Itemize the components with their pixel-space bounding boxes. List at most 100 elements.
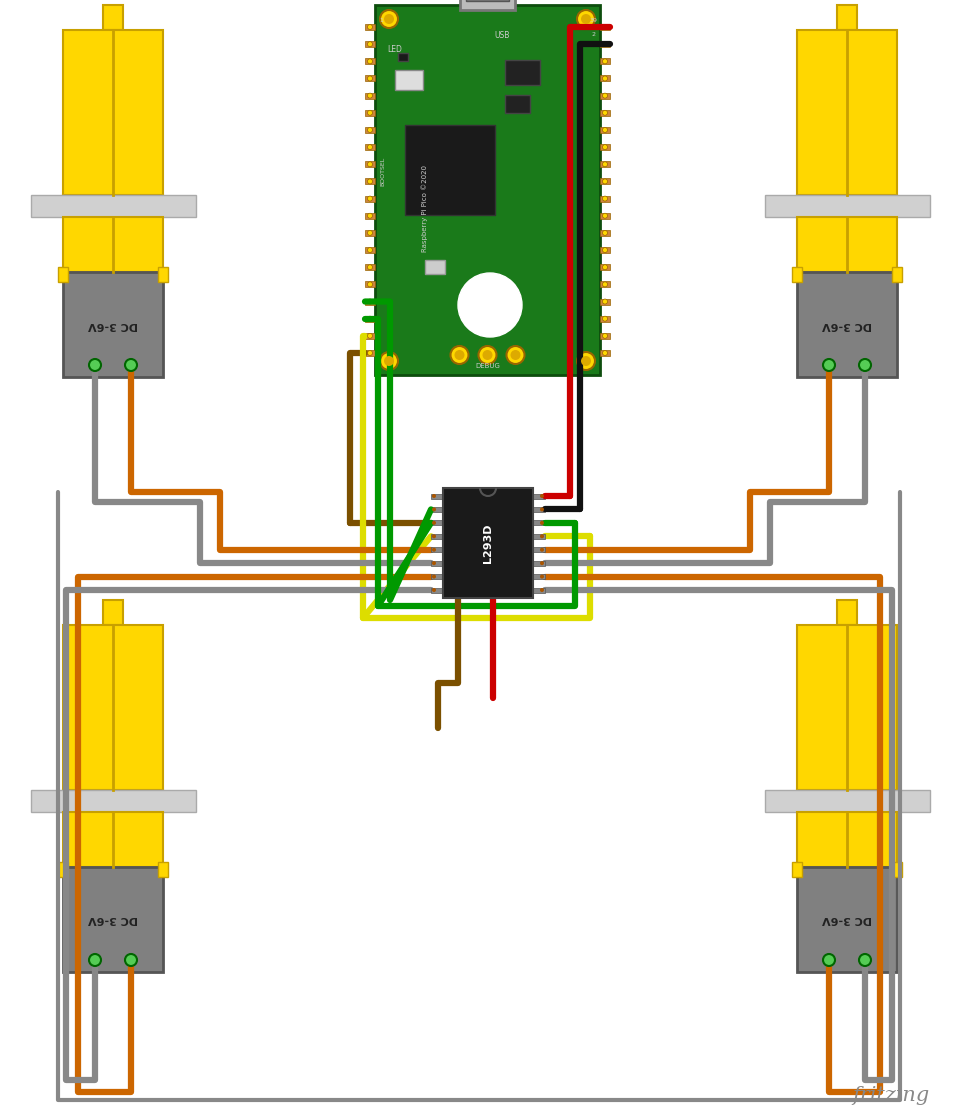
Circle shape bbox=[368, 110, 372, 115]
Bar bbox=[533, 548, 545, 552]
Bar bbox=[63, 217, 163, 272]
Bar bbox=[600, 349, 610, 356]
Bar bbox=[460, 0, 515, 10]
Bar bbox=[431, 494, 443, 498]
Circle shape bbox=[603, 231, 608, 235]
Circle shape bbox=[368, 248, 372, 252]
Circle shape bbox=[368, 351, 372, 355]
Circle shape bbox=[89, 360, 101, 371]
Circle shape bbox=[603, 128, 608, 132]
Bar bbox=[600, 41, 610, 47]
Circle shape bbox=[603, 93, 608, 99]
Bar bbox=[431, 561, 443, 566]
Bar bbox=[533, 575, 545, 579]
Circle shape bbox=[540, 507, 544, 512]
Bar bbox=[764, 195, 929, 217]
Text: fritzing: fritzing bbox=[852, 1086, 930, 1105]
Bar bbox=[365, 333, 375, 339]
Bar bbox=[600, 230, 610, 236]
Text: 🫐: 🫐 bbox=[480, 289, 500, 321]
Circle shape bbox=[603, 144, 608, 150]
Text: USB: USB bbox=[494, 30, 510, 39]
Circle shape bbox=[823, 360, 835, 371]
Bar bbox=[533, 521, 545, 525]
Bar bbox=[405, 125, 495, 215]
Circle shape bbox=[540, 521, 544, 525]
Circle shape bbox=[540, 534, 544, 539]
Bar bbox=[600, 93, 610, 99]
Bar bbox=[797, 272, 897, 377]
Bar bbox=[365, 281, 375, 288]
Text: L293D: L293D bbox=[483, 523, 493, 562]
Circle shape bbox=[540, 561, 544, 566]
Circle shape bbox=[125, 954, 137, 965]
Circle shape bbox=[368, 316, 372, 321]
Bar bbox=[431, 588, 443, 592]
Circle shape bbox=[577, 10, 595, 28]
Bar bbox=[365, 161, 375, 167]
Bar bbox=[365, 248, 375, 253]
Bar bbox=[797, 790, 897, 812]
Text: 39: 39 bbox=[590, 19, 598, 24]
Circle shape bbox=[603, 179, 608, 184]
Circle shape bbox=[368, 334, 372, 338]
Circle shape bbox=[603, 76, 608, 81]
Bar bbox=[365, 264, 375, 270]
Circle shape bbox=[603, 299, 608, 304]
Circle shape bbox=[540, 575, 544, 579]
Text: Raspberry Pi Pico ©2020: Raspberry Pi Pico ©2020 bbox=[421, 165, 428, 252]
Bar bbox=[365, 75, 375, 82]
Bar bbox=[792, 267, 802, 282]
Bar bbox=[431, 575, 443, 579]
Bar bbox=[63, 195, 163, 217]
Bar bbox=[375, 4, 600, 375]
Bar bbox=[600, 213, 610, 218]
Circle shape bbox=[603, 59, 608, 64]
Circle shape bbox=[458, 273, 522, 337]
Bar bbox=[837, 4, 857, 30]
Circle shape bbox=[380, 10, 398, 28]
Circle shape bbox=[368, 25, 372, 29]
Circle shape bbox=[603, 196, 608, 202]
Circle shape bbox=[432, 588, 436, 592]
Bar bbox=[395, 69, 423, 90]
Text: 2: 2 bbox=[592, 31, 596, 37]
Bar bbox=[600, 110, 610, 115]
Circle shape bbox=[368, 231, 372, 235]
Circle shape bbox=[368, 179, 372, 184]
Circle shape bbox=[368, 59, 372, 64]
Circle shape bbox=[507, 346, 524, 364]
Bar bbox=[158, 267, 168, 282]
Bar bbox=[425, 260, 445, 274]
Bar bbox=[600, 333, 610, 339]
Circle shape bbox=[380, 352, 398, 370]
Text: DC 3-6V: DC 3-6V bbox=[822, 915, 872, 924]
Bar bbox=[365, 316, 375, 321]
Bar bbox=[792, 862, 802, 877]
Bar bbox=[600, 58, 610, 64]
Bar bbox=[365, 93, 375, 99]
Bar bbox=[365, 58, 375, 64]
Bar bbox=[533, 534, 545, 539]
Circle shape bbox=[368, 76, 372, 81]
Bar bbox=[797, 195, 897, 217]
Bar bbox=[63, 30, 163, 195]
Bar bbox=[58, 267, 68, 282]
Circle shape bbox=[603, 351, 608, 355]
Circle shape bbox=[368, 144, 372, 150]
Circle shape bbox=[368, 41, 372, 47]
Bar bbox=[365, 230, 375, 236]
Bar bbox=[533, 507, 545, 512]
Bar bbox=[797, 30, 897, 195]
Circle shape bbox=[540, 588, 544, 592]
Bar bbox=[837, 600, 857, 625]
Circle shape bbox=[89, 954, 101, 965]
Bar bbox=[103, 600, 123, 625]
Bar bbox=[365, 299, 375, 305]
Bar bbox=[600, 281, 610, 288]
Circle shape bbox=[603, 334, 608, 338]
Bar bbox=[600, 24, 610, 30]
Circle shape bbox=[368, 282, 372, 287]
Circle shape bbox=[432, 507, 436, 512]
Circle shape bbox=[384, 356, 394, 366]
